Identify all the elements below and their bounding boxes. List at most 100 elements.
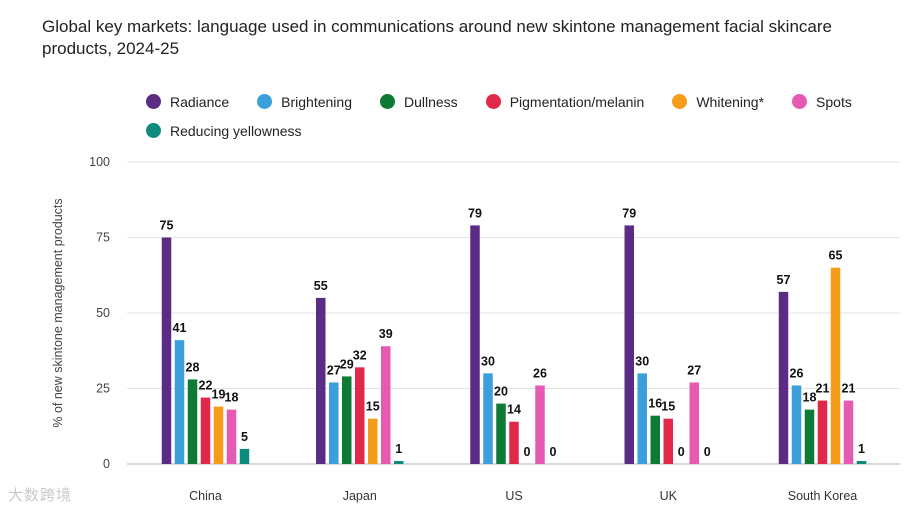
data-label: 27 <box>687 363 701 377</box>
data-label: 0 <box>678 445 685 459</box>
data-label: 65 <box>829 249 843 263</box>
x-tick-label: Japan <box>343 489 377 503</box>
data-label: 0 <box>550 445 557 459</box>
data-label: 26 <box>790 366 804 380</box>
legend-label: Brightening <box>281 93 352 110</box>
legend-label: Dullness <box>403 93 458 110</box>
bar <box>394 460 404 464</box>
y-tick-label: 75 <box>96 231 110 245</box>
legend-swatch <box>146 94 161 109</box>
legend-item: Radiance <box>146 92 229 111</box>
chart-title: Global key markets: language used in com… <box>42 17 832 58</box>
legend-label: Pigmentation/melanin <box>509 93 645 110</box>
bar <box>483 373 493 464</box>
data-label: 41 <box>173 321 187 335</box>
data-label: 14 <box>507 403 521 417</box>
bar <box>187 379 198 464</box>
legend-swatch <box>792 94 808 109</box>
legend-item: Whitening* <box>672 92 764 111</box>
bar <box>161 237 172 464</box>
bar <box>689 382 699 464</box>
data-label: 21 <box>842 382 856 396</box>
y-tick-label: 25 <box>96 382 110 396</box>
legend-swatch <box>257 94 273 109</box>
data-label: 0 <box>524 445 531 459</box>
data-label: 27 <box>327 363 341 377</box>
y-tick-label: 50 <box>96 306 110 320</box>
data-label: 75 <box>160 219 174 233</box>
legend-item: Spots <box>792 92 852 111</box>
y-tick-label: 0 <box>103 457 110 471</box>
bar <box>778 291 789 464</box>
data-label: 21 <box>816 382 830 396</box>
bar <box>663 418 673 464</box>
data-label: 18 <box>225 391 239 405</box>
data-label: 39 <box>379 327 393 341</box>
legend-item: Dullness <box>379 92 458 111</box>
bar <box>856 460 867 464</box>
bar <box>843 400 854 464</box>
x-tick-label: UK <box>660 489 678 503</box>
data-label: 20 <box>494 385 508 399</box>
legend-swatch <box>379 94 395 109</box>
data-label: 26 <box>533 366 547 380</box>
data-label: 79 <box>468 206 482 220</box>
data-label: 19 <box>212 388 226 402</box>
data-label: 15 <box>661 400 675 414</box>
data-label: 16 <box>648 397 662 411</box>
bar <box>200 397 211 464</box>
legend-label: Reducing yellowness <box>170 122 302 139</box>
data-label: 30 <box>635 354 649 368</box>
bar <box>791 385 802 464</box>
bar <box>624 225 634 464</box>
data-label: 1 <box>395 442 402 456</box>
x-tick-label: China <box>189 489 222 503</box>
legend-item: Pigmentation/melanin <box>485 92 645 111</box>
data-label: 79 <box>622 206 636 220</box>
bar <box>637 373 647 464</box>
y-tick-label: 100 <box>89 155 110 169</box>
bar <box>368 418 378 464</box>
bar <box>804 409 815 464</box>
data-label: 57 <box>777 273 791 287</box>
bar <box>830 267 841 464</box>
bar <box>329 382 339 464</box>
bar <box>535 385 545 464</box>
data-label: 15 <box>366 400 380 414</box>
watermark-text: 大数跨境 <box>8 487 73 504</box>
bar <box>316 297 326 464</box>
data-label: 32 <box>353 348 367 362</box>
bar <box>213 406 224 464</box>
data-label: 22 <box>199 379 213 393</box>
data-label: 0 <box>704 445 711 459</box>
x-tick-label: US <box>505 489 522 503</box>
data-label: 55 <box>314 279 328 293</box>
bar <box>355 367 365 464</box>
legend-label: Spots <box>816 93 852 110</box>
bar <box>509 421 519 464</box>
legend-swatch <box>146 123 161 138</box>
bar <box>174 340 185 464</box>
data-label: 1 <box>858 442 865 456</box>
bar <box>226 409 237 464</box>
legend-item: Reducing yellowness <box>146 121 302 140</box>
bar <box>470 225 480 464</box>
data-label: 28 <box>186 360 200 374</box>
legend-swatch <box>485 94 501 109</box>
legend-swatch <box>672 94 688 109</box>
legend-item: Brightening <box>257 92 352 111</box>
bar <box>381 346 391 464</box>
bar <box>817 400 828 464</box>
data-label: 18 <box>803 391 817 405</box>
bar <box>496 403 506 464</box>
bar <box>239 448 250 464</box>
x-tick-label: South Korea <box>788 489 858 503</box>
data-label: 5 <box>241 430 248 444</box>
chart-legend: Radiance Brightening Dullness Pigmentation/… <box>146 92 906 140</box>
data-label: 30 <box>481 354 495 368</box>
legend-label: Whitening* <box>696 93 765 110</box>
legend-label: Radiance <box>170 93 230 110</box>
data-label: 29 <box>340 357 354 371</box>
bar <box>650 415 660 464</box>
